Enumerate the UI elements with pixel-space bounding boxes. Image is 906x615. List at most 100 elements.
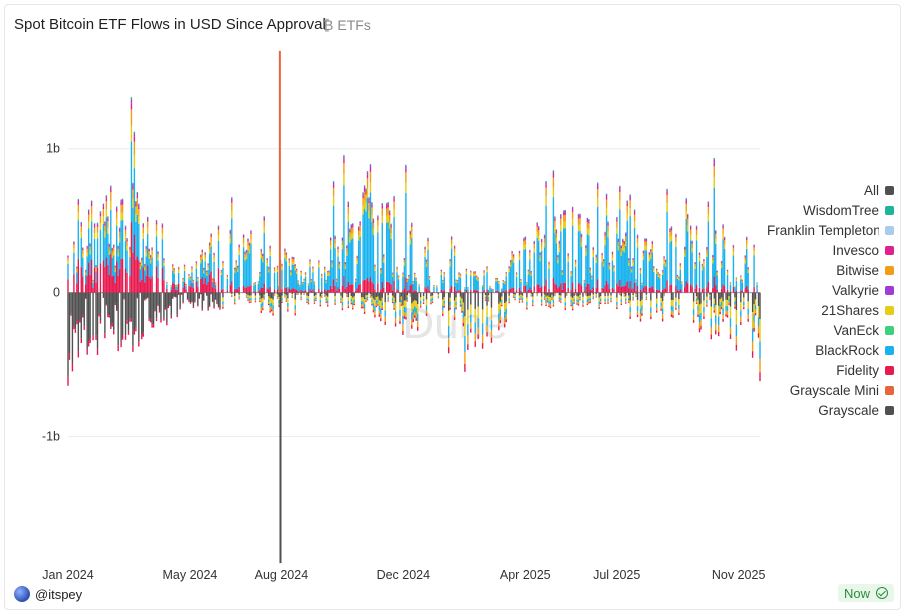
legend-item-grayscale-mini[interactable]: Grayscale Mini <box>790 380 894 400</box>
bar-segment-valkyrie <box>234 267 236 269</box>
bar-segment-21shares <box>231 210 233 219</box>
legend-swatch <box>885 265 894 275</box>
bar-segment-blackrock <box>298 286 301 292</box>
bar-segment-blackrock <box>374 306 376 312</box>
bar-segment-fidelity <box>486 289 488 293</box>
bar-segment-blackrock <box>650 258 652 288</box>
bar-segment-bitwise <box>67 257 69 261</box>
legend-item-invesco[interactable]: Invesco <box>832 240 894 260</box>
bar-segment-blackrock <box>715 315 717 324</box>
bar-segment-bitwise <box>114 267 116 270</box>
bar-segment-21shares <box>155 230 158 237</box>
bar-segment-invesco <box>449 259 451 261</box>
bar-segment-grayscale <box>560 292 562 296</box>
avatar <box>14 586 30 602</box>
bar-segment-fidelity <box>250 301 252 303</box>
bar-segment-blackrock <box>691 252 693 287</box>
bar-segment-21shares <box>735 279 738 281</box>
legend-item-21shares[interactable]: 21Shares <box>821 300 894 320</box>
bar-segment-blackrock <box>703 266 705 289</box>
bar-segment-fidelity <box>236 289 239 293</box>
bar-segment-grayscale <box>459 292 462 297</box>
bar-segment-blackrock <box>532 300 534 303</box>
bar-segment-blackrock <box>458 276 460 291</box>
author-link[interactable]: @itspey <box>14 586 82 602</box>
bar-segment-fidelity <box>155 266 158 293</box>
bar-segment-bitwise <box>645 241 648 247</box>
bar-segment-fidelity <box>437 297 440 299</box>
bar-segment-grayscale <box>598 292 600 298</box>
legend-item-grayscale[interactable]: Grayscale <box>818 400 894 420</box>
bar-segment-fidelity <box>235 288 237 293</box>
bar-segment-invesco <box>408 275 410 277</box>
legend-item-bitwise[interactable]: Bitwise <box>836 260 894 280</box>
bar-segment-bitwise <box>360 304 363 307</box>
bar-segment-bitwise <box>104 225 106 232</box>
bar-segment-bitwise <box>611 254 614 258</box>
bar-segment-21shares <box>449 297 451 302</box>
bar-segment-fidelity <box>158 310 161 313</box>
bar-segment-bitwise <box>723 240 726 245</box>
legend-item-franklin-templeton[interactable]: Franklin Templeton <box>767 220 894 240</box>
bar-segment-invesco <box>300 271 302 273</box>
freshness-badge[interactable]: Now <box>838 584 895 602</box>
bar-segment-wisdomtree <box>349 228 351 230</box>
legend-item-all[interactable]: All <box>864 180 894 200</box>
legend-item-valkyrie[interactable]: Valkyrie <box>832 280 894 300</box>
bar-segment-bitwise <box>312 268 314 271</box>
bar-segment-bitwise <box>583 280 586 282</box>
bar-segment-bitwise <box>151 250 153 254</box>
bar-segment-fidelity <box>611 287 614 293</box>
bar-segment-21shares <box>623 248 625 253</box>
bar-segment-21shares <box>580 241 583 247</box>
bar-segment-fidelity <box>728 303 730 305</box>
bar-segment-fidelity <box>629 316 631 320</box>
bar-segment-blackrock <box>203 273 205 284</box>
bar-segment-bitwise <box>204 254 206 258</box>
bar-segment-fidelity <box>540 304 543 306</box>
bar-segment-invesco <box>558 242 561 244</box>
bar-segment-21shares <box>244 257 246 261</box>
bar-segment-fidelity <box>663 288 665 293</box>
bar-segment-valkyrie <box>390 224 392 226</box>
bar-segment-valkyrie <box>552 171 555 174</box>
bar-segment-invesco <box>250 232 252 234</box>
bar-segment-blackrock <box>90 221 93 260</box>
bar-segment-grayscale <box>414 292 416 301</box>
bar-segment-21shares <box>701 267 704 271</box>
bar-segment-fidelity <box>352 284 354 293</box>
bar-segment-fidelity <box>234 303 236 305</box>
bar-segment-fidelity <box>360 306 363 309</box>
bar-segment-valkyrie <box>244 251 246 253</box>
bar-segment-fidelity <box>352 307 354 310</box>
bar-segment-blackrock <box>666 211 668 281</box>
legend-item-wisdomtree[interactable]: WisdomTree <box>803 200 894 220</box>
legend-item-vaneck[interactable]: VanEck <box>833 320 894 340</box>
legend-item-blackrock[interactable]: BlackRock <box>815 340 894 360</box>
bar-segment-fidelity <box>85 284 87 293</box>
bar-segment-fidelity <box>217 306 220 308</box>
bar-segment-bitwise <box>231 295 233 297</box>
bar-segment-valkyrie <box>99 212 102 214</box>
bar-segment-bitwise <box>620 301 623 304</box>
bar-segment-bitwise <box>495 278 497 281</box>
bar-segment-bitwise <box>656 270 658 273</box>
bar-segment-invesco <box>703 260 705 262</box>
bar-segment-blackrock <box>713 187 715 277</box>
bar-segment-blackrock <box>678 304 680 310</box>
bar-segment-bitwise <box>257 282 260 284</box>
chart-subtitle[interactable]: ₿ ETFs <box>323 17 371 33</box>
bar-segment-bitwise <box>393 201 395 210</box>
bar-segment-valkyrie <box>172 264 174 266</box>
bar-segment-fidelity <box>121 258 124 293</box>
legend-item-fidelity[interactable]: Fidelity <box>836 360 894 380</box>
bar-segment-invesco <box>338 262 341 264</box>
bar-segment-fidelity <box>481 291 484 293</box>
bar-segment-bitwise <box>644 241 646 246</box>
bar-segment-valkyrie <box>210 233 212 236</box>
bar-segment-21shares <box>700 303 702 313</box>
bar-segment-bitwise <box>387 299 389 301</box>
bar-segment-fidelity <box>259 301 261 302</box>
bar-segment-valkyrie <box>669 228 671 231</box>
bar-segment-21shares <box>378 299 381 306</box>
